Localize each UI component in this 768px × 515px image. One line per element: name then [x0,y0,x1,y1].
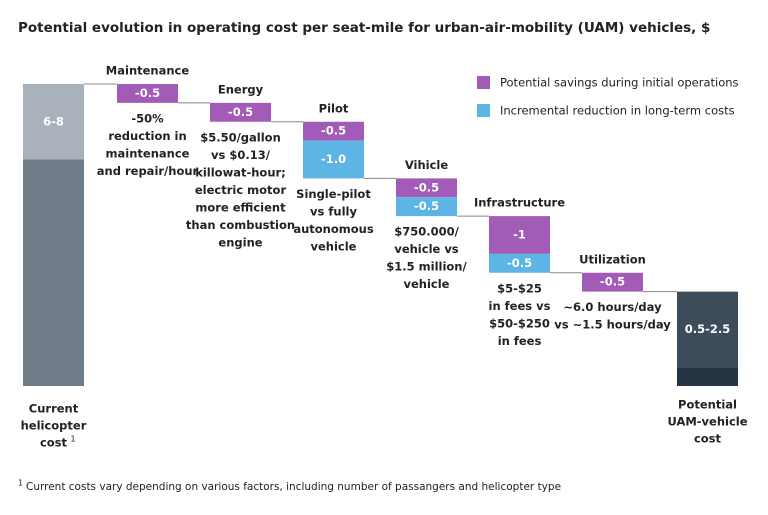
category-label: Utilization [579,252,646,266]
step-bar [396,197,457,217]
note: reduction in [108,129,186,143]
value-label: -1 [513,228,526,242]
value-label: -0.5 [507,256,532,270]
step-bar [117,84,178,103]
value-label: -0.5 [228,105,253,119]
note: $5-$25 [497,281,542,295]
category-label: helicopter [21,419,87,433]
step-bar [489,216,550,254]
note: $50-$250 [489,316,550,330]
note: and repair/hour [97,164,199,178]
end-bar-base [677,367,738,386]
note: vehicle [404,277,450,291]
category-label: Potential [678,398,737,412]
value-label: 0.5-2.5 [685,322,731,336]
value-label: -0.5 [135,86,160,100]
note: than combustion [186,218,295,232]
note: autonomous [293,222,374,236]
start-bar-range [23,84,84,160]
legend-label: Potential savings during initial operati… [500,76,739,90]
category-label: cost [40,436,68,450]
legend-label: Incremental reduction in long-term costs [500,104,735,118]
category-label: Maintenance [106,64,190,78]
note: -50% [131,111,164,125]
value-label: -0.5 [414,199,439,213]
note: vehicle vs [394,242,458,256]
category-label: Current [29,402,79,416]
category-label: Pilot [319,101,349,115]
note: in fees [498,334,542,348]
category-label: UAM-vehicle [667,415,747,429]
note: maintenance [106,146,190,160]
category-label: cost [694,432,722,446]
note: ~6.0 hours/day [563,300,662,314]
note: more efficient [195,200,286,214]
note: vs $0.13/ [211,148,271,162]
start-bar-base [23,159,84,386]
footnote: Current costs vary depending on various … [26,481,561,493]
step-bar [582,272,643,292]
note: vs fully [310,204,357,218]
note: in fees vs [489,299,551,313]
step-bar [303,121,364,141]
note: killowat-hour; [195,165,286,179]
value-label: -0.5 [321,124,346,138]
note: vs ~1.5 hours/day [554,318,671,332]
value-label: -1.0 [321,152,346,166]
value-label: -0.5 [414,180,439,194]
category-label: Infrastructure [474,196,565,210]
note: $1.5 million/ [386,260,467,274]
note: $5.50/gallon [200,130,281,144]
step-bar [210,102,271,122]
value-label: -0.5 [600,275,625,289]
note: electric motor [195,183,287,197]
chart-title: Potential evolution in operating cost pe… [18,20,710,36]
value-label: 6-8 [43,114,64,128]
category-label: Energy [218,82,264,96]
footnote-marker: 1 [71,435,76,444]
note: $750.000/ [394,225,459,239]
legend-swatch [477,76,490,89]
note: Single-pilot [296,187,371,201]
step-bar [396,178,457,198]
step-bar [303,140,364,179]
footnote-marker: 1 [18,479,23,488]
category-label: Vihicle [405,158,449,172]
legend-swatch [477,104,490,117]
note: vehicle [311,239,357,253]
step-bar [489,253,550,273]
note: engine [218,235,262,249]
end-bar-range [677,291,738,368]
